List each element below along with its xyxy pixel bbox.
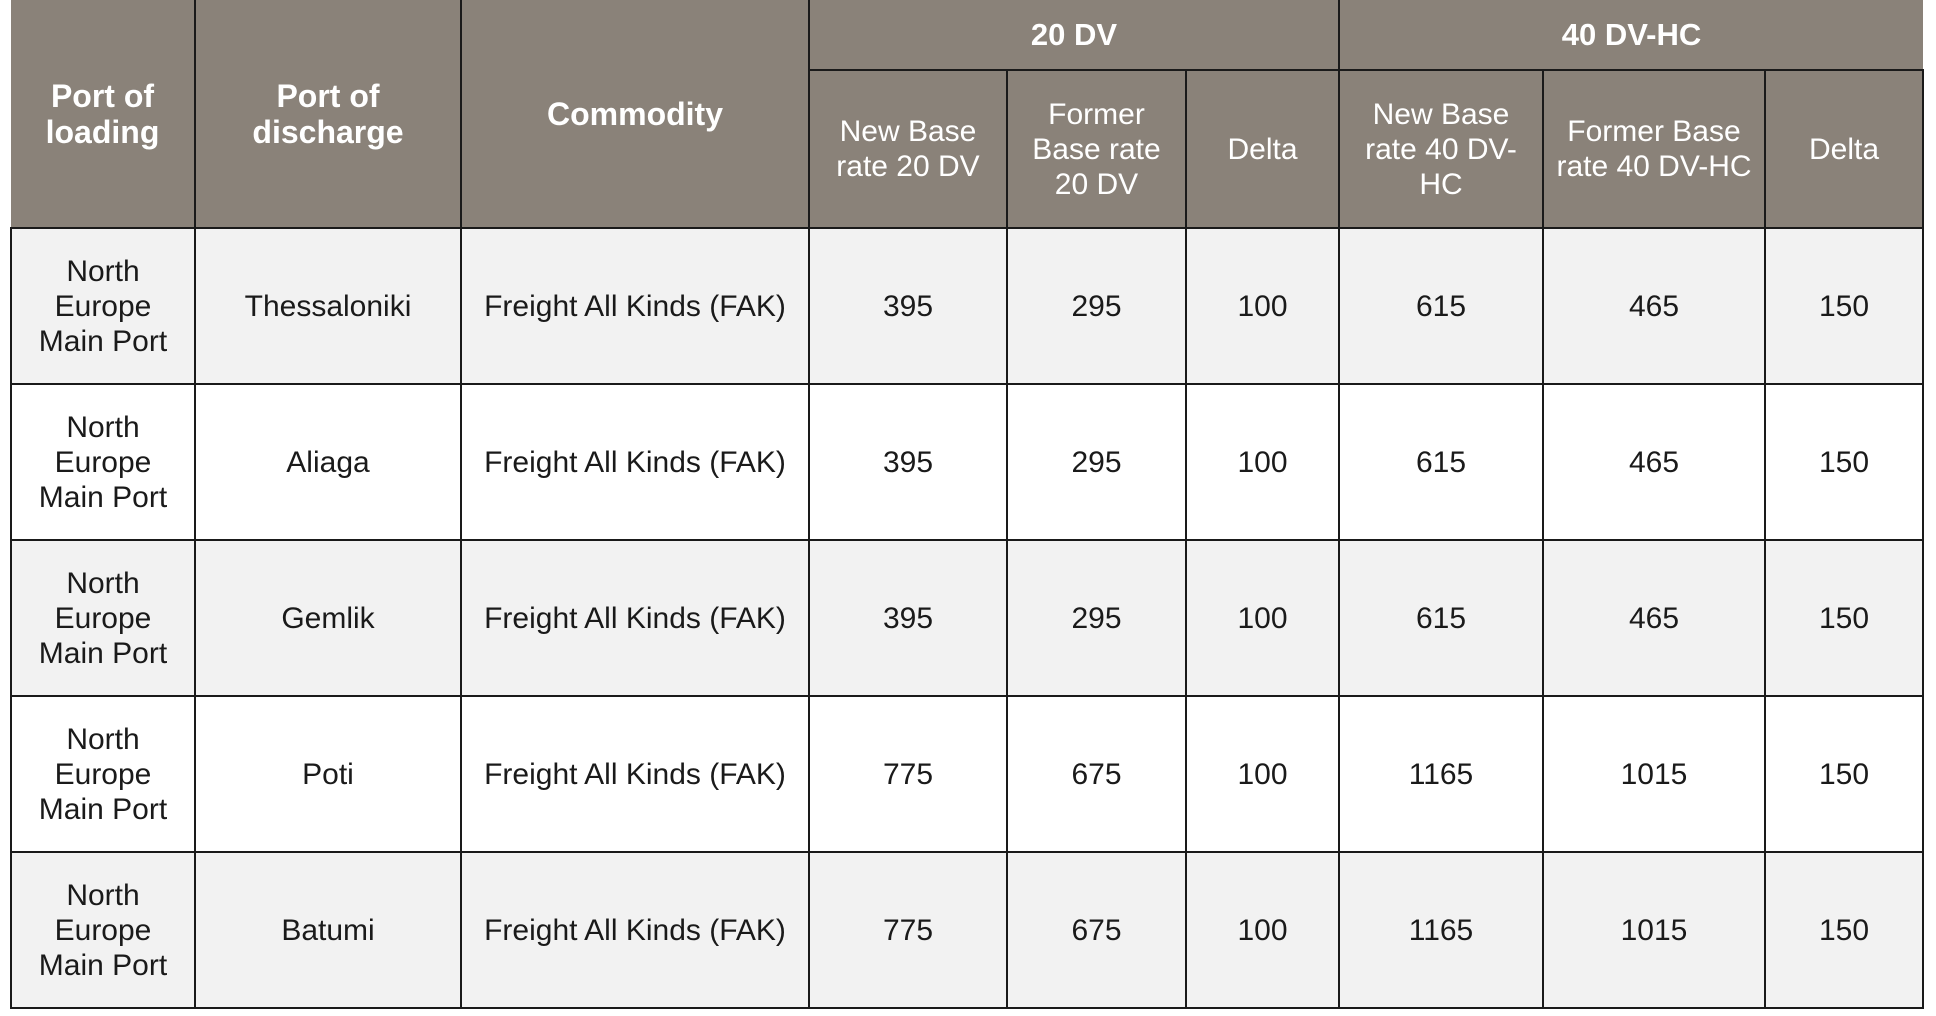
header-delta-20dv: Delta [1185,69,1340,229]
table-row: North Europe Main Port Gemlik Freight Al… [10,539,1924,697]
cell-delta-40dvhc: 150 [1764,695,1924,853]
cell-former-base-20dv: 675 [1006,695,1187,853]
cell-port-of-loading: North Europe Main Port [10,695,196,853]
cell-delta-20dv: 100 [1185,539,1340,697]
cell-delta-20dv: 100 [1185,851,1340,1009]
cell-former-base-20dv: 295 [1006,383,1187,541]
header-new-base-40dvhc: New Base rate 40 DV-HC [1338,69,1544,229]
cell-port-of-discharge: Gemlik [194,539,462,697]
cell-former-base-20dv: 675 [1006,851,1187,1009]
table-body: North Europe Main Port Thessaloniki Frei… [10,227,1924,1009]
header-port-of-discharge: Port of discharge [194,0,462,229]
cell-port-of-discharge: Aliaga [194,383,462,541]
cell-new-base-40dvhc: 615 [1338,539,1544,697]
table-header: Port of loading Port of discharge Commod… [11,0,1924,229]
rate-table: Port of loading Port of discharge Commod… [10,0,1924,1009]
cell-former-base-40dvhc: 1015 [1542,851,1766,1009]
cell-commodity: Freight All Kinds (FAK) [460,383,810,541]
cell-former-base-40dvhc: 465 [1542,539,1766,697]
cell-delta-20dv: 100 [1185,383,1340,541]
cell-former-base-20dv: 295 [1006,227,1187,385]
cell-commodity: Freight All Kinds (FAK) [460,851,810,1009]
cell-former-base-20dv: 295 [1006,539,1187,697]
header-new-base-20dv: New Base rate 20 DV [808,69,1008,229]
cell-delta-40dvhc: 150 [1764,851,1924,1009]
cell-port-of-loading: North Europe Main Port [10,227,196,385]
cell-new-base-20dv: 395 [808,227,1008,385]
cell-new-base-40dvhc: 615 [1338,227,1544,385]
cell-port-of-discharge: Thessaloniki [194,227,462,385]
header-commodity: Commodity [460,0,810,229]
cell-commodity: Freight All Kinds (FAK) [460,227,810,385]
cell-new-base-20dv: 395 [808,539,1008,697]
cell-former-base-40dvhc: 465 [1542,383,1766,541]
cell-new-base-20dv: 775 [808,695,1008,853]
cell-port-of-discharge: Batumi [194,851,462,1009]
header-former-base-40dvhc: Former Base rate 40 DV-HC [1542,69,1766,229]
table-row: North Europe Main Port Batumi Freight Al… [10,851,1924,1009]
cell-former-base-40dvhc: 1015 [1542,695,1766,853]
table-row: North Europe Main Port Thessaloniki Frei… [10,227,1924,385]
header-former-base-20dv: Former Base rate 20 DV [1006,69,1187,229]
cell-delta-40dvhc: 150 [1764,539,1924,697]
cell-delta-40dvhc: 150 [1764,227,1924,385]
cell-delta-20dv: 100 [1185,695,1340,853]
cell-new-base-40dvhc: 615 [1338,383,1544,541]
header-group-20dv: 20 DV [808,0,1340,71]
cell-port-of-loading: North Europe Main Port [10,383,196,541]
cell-port-of-loading: North Europe Main Port [10,539,196,697]
table-row: North Europe Main Port Aliaga Freight Al… [10,383,1924,541]
header-port-of-loading: Port of loading [11,0,196,229]
cell-delta-20dv: 100 [1185,227,1340,385]
cell-port-of-loading: North Europe Main Port [10,851,196,1009]
header-group-40dvhc: 40 DV-HC [1338,0,1923,71]
table-row: North Europe Main Port Poti Freight All … [10,695,1924,853]
cell-delta-40dvhc: 150 [1764,383,1924,541]
header-delta-40dvhc: Delta [1764,69,1924,229]
cell-new-base-20dv: 775 [808,851,1008,1009]
cell-port-of-discharge: Poti [194,695,462,853]
cell-new-base-20dv: 395 [808,383,1008,541]
cell-new-base-40dvhc: 1165 [1338,695,1544,853]
cell-new-base-40dvhc: 1165 [1338,851,1544,1009]
cell-commodity: Freight All Kinds (FAK) [460,695,810,853]
cell-former-base-40dvhc: 465 [1542,227,1766,385]
cell-commodity: Freight All Kinds (FAK) [460,539,810,697]
